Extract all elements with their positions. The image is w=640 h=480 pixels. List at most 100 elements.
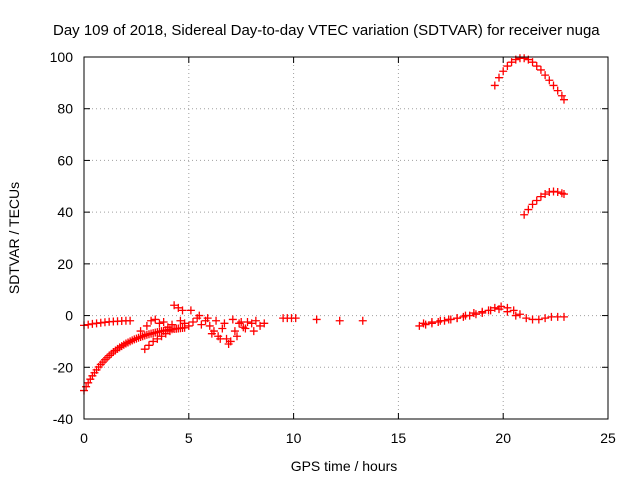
data-point [239,323,248,332]
data-point [419,319,428,328]
y-tick-label: -40 [53,411,73,427]
x-tick-label: 5 [185,430,193,446]
data-point [126,316,135,325]
y-tick-label: 40 [57,204,73,220]
data-point [233,332,242,341]
x-tick-label: 20 [495,430,511,446]
data-point [180,319,189,328]
grid-lines [83,56,609,420]
data-point [159,318,168,327]
data-point [520,210,529,219]
data-point [149,337,158,346]
data-point [195,311,204,320]
data-point [559,312,568,321]
data-point [553,187,562,196]
data-point [536,65,545,74]
data-point [524,205,533,214]
data-point [459,312,468,321]
data-point [82,382,91,391]
data-point [490,81,499,90]
series-near-zero-track-a [80,316,135,330]
data-point [312,315,321,324]
data-point [536,192,545,201]
data-point [84,320,93,329]
data-point [220,319,229,328]
data-point [461,311,470,320]
data-point [151,315,160,324]
series-evening-band [415,302,568,330]
data-point [251,316,260,325]
y-tick-label: 80 [57,101,73,117]
x-tick-label: 15 [391,430,407,446]
data-point [559,190,568,199]
data-point [178,306,187,315]
data-point [142,321,151,330]
data-point [197,320,206,329]
data-point [207,329,216,338]
data-point [216,334,225,343]
data-point [103,353,112,362]
data-point [453,314,462,323]
data-point [436,316,445,325]
plot-frame [83,56,609,420]
data-point [495,305,504,314]
data-point [168,320,177,329]
data-point [140,345,149,354]
data-point [541,71,550,80]
data-point [147,316,156,325]
data-point [218,324,227,333]
data-point [528,58,537,67]
data-point [507,58,516,67]
y-tick-label: 100 [50,49,74,65]
axis-ticks: 0 5 10 15 20 25 -40 -20 0 20 40 60 80 100 [50,49,616,446]
data-point [186,306,195,315]
series-arc-high [490,54,568,104]
data-points [80,54,568,395]
data-point [235,319,244,328]
data-point [541,314,550,323]
series-dip-track [140,327,174,354]
data-point [188,318,197,327]
data-point [503,62,512,71]
data-point [511,311,520,320]
data-point [528,200,537,209]
y-axis-label: SDTVAR / TECUs [6,182,22,294]
data-point [545,76,554,85]
series-sparse-points [279,314,367,325]
data-point [136,327,145,336]
data-point [499,67,508,76]
series-evening-band-lower [419,305,520,328]
x-tick-label: 10 [286,430,302,446]
data-point [176,316,185,325]
data-point [541,190,550,199]
data-point [478,307,487,316]
data-point [237,318,246,327]
data-point [553,86,562,95]
data-point [105,351,114,360]
data-point [228,315,237,324]
data-point [444,315,453,324]
data-point [415,321,424,330]
data-point [163,323,172,332]
data-point [144,341,153,350]
data-point [205,321,214,330]
data-point [520,54,529,63]
chart-title: Day 109 of 2018, Sidereal Day-to-day VTE… [53,22,600,39]
data-point [557,91,566,100]
y-tick-label: 0 [65,308,73,324]
data-point [249,327,258,336]
data-point [515,310,524,319]
data-point [291,314,300,323]
data-point [495,73,504,82]
data-point [184,321,193,330]
data-point [358,316,367,325]
series-steep-rise-track [80,323,189,395]
x-axis-label: GPS time / hours [291,458,398,474]
data-point [230,327,239,336]
data-point [534,315,543,324]
data-point [469,308,478,317]
series-scatter-cluster [136,301,269,349]
series-arc-mid [520,187,568,219]
data-point [532,62,541,71]
data-point [486,306,495,315]
